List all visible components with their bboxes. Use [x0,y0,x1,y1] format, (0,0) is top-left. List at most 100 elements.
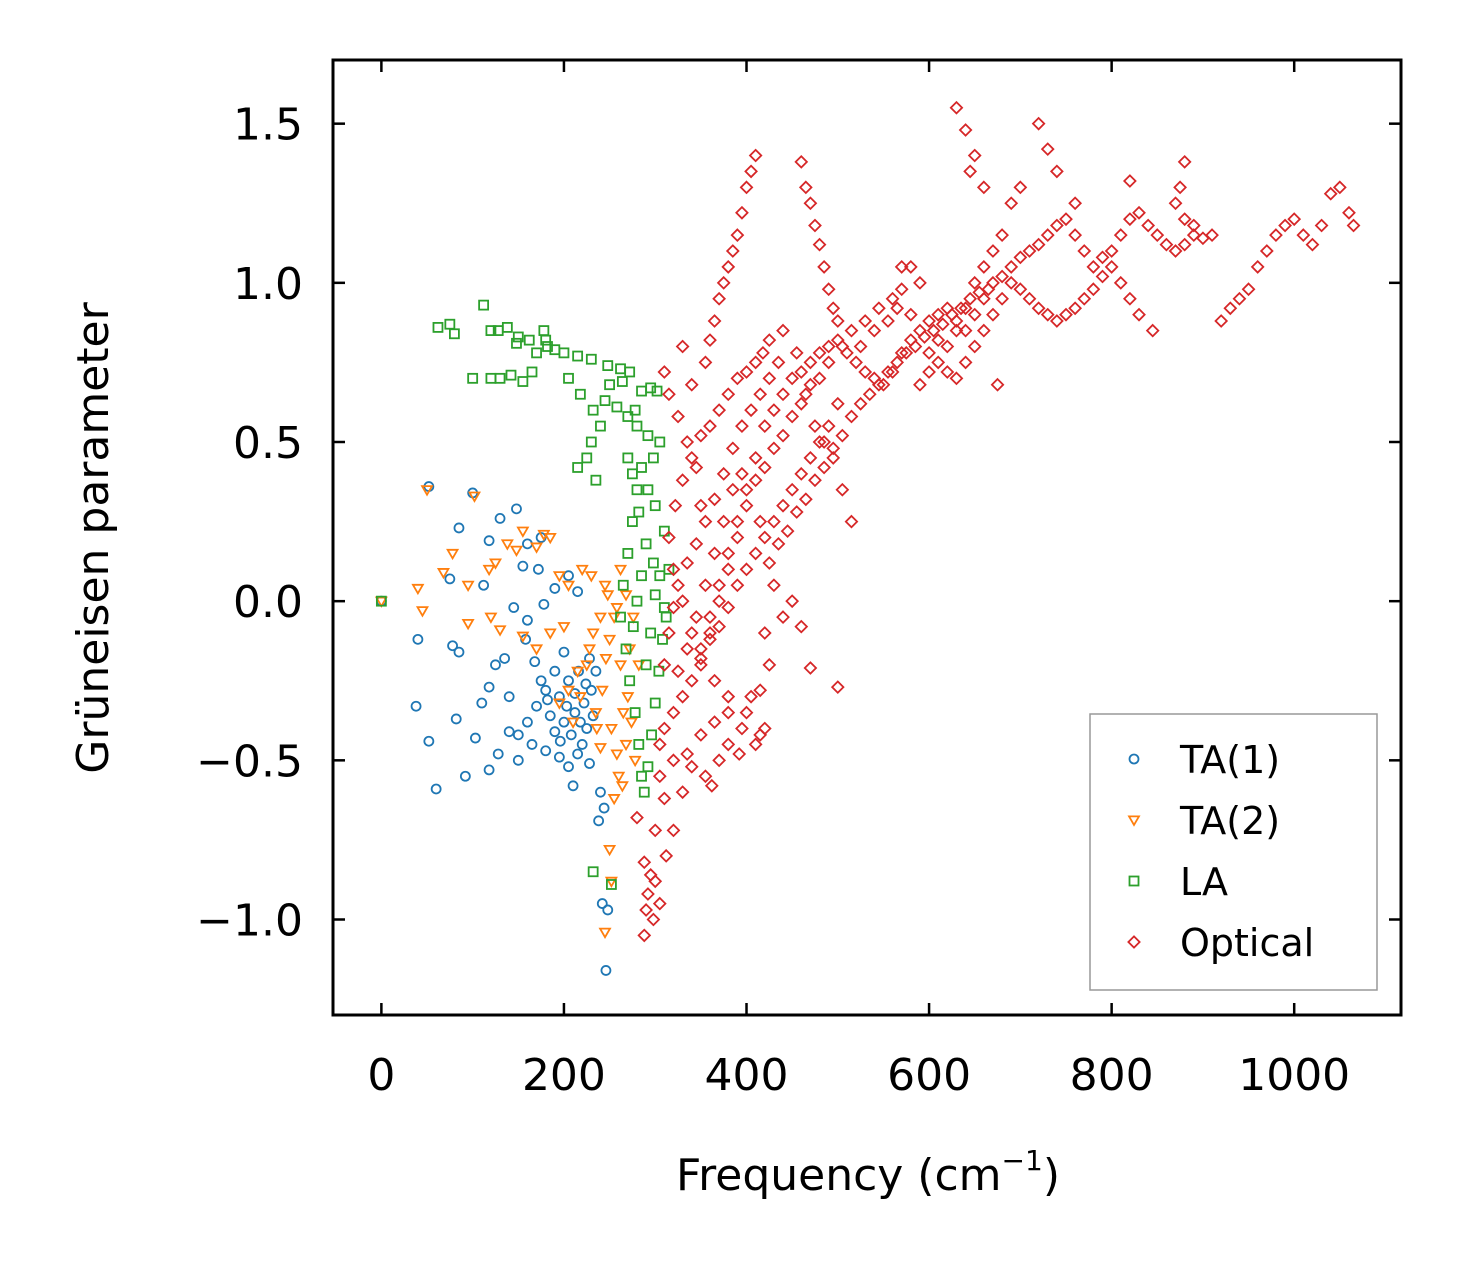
data-point [732,747,747,761]
data-point [558,646,570,658]
data-point [753,387,768,402]
data-point [757,530,772,545]
data-point [531,347,542,359]
y-tick-label: 1.0 [233,259,303,310]
legend-label: TA(1) [1179,738,1280,782]
data-point [476,697,488,709]
series-ta-1 [375,481,614,976]
data-point [599,653,613,666]
data-point [776,610,790,624]
data-point [1049,218,1064,233]
data-point [641,887,655,901]
data-point [712,753,727,768]
data-point [766,514,781,529]
data-point [478,299,490,311]
data-point [684,377,699,392]
data-point [798,492,813,507]
data-point [739,705,754,720]
data-point [640,659,652,671]
data-point [1186,228,1201,242]
data-point [1141,218,1156,233]
data-point [459,770,471,782]
data-point [954,301,968,316]
data-point [693,651,708,666]
data-point [561,580,576,592]
data-point [663,563,675,575]
data-point [1059,212,1073,227]
data-point [453,522,465,534]
data-point [619,739,633,752]
data-point [412,633,424,645]
data-point [830,314,845,328]
data-point [523,334,535,346]
data-point [607,794,621,806]
data-point [881,314,895,328]
data-point [812,371,827,386]
data-point [821,339,836,354]
data-point [578,697,590,709]
data-point [744,689,758,704]
data-point [482,564,496,577]
data-point [890,301,905,316]
data-point [584,758,595,769]
data-point [1113,228,1128,242]
x-axis-label-superscript: −1 [1002,1144,1043,1177]
data-point [684,626,699,640]
data-point [432,321,444,333]
data-point [707,673,722,688]
data-point [614,564,628,577]
data-point [662,387,676,402]
data-point [908,339,923,354]
data-point [803,196,818,211]
data-point [981,282,996,297]
data-point [990,377,1005,392]
data-point [1086,260,1101,274]
data-point [638,786,650,798]
data-point [789,345,804,360]
data-point [450,713,462,725]
data-point [581,452,593,464]
data-point [803,451,818,465]
legend-label: LA [1180,860,1228,904]
data-point [631,595,643,607]
x-axis-label-text: Frequency (cm [676,1150,1002,1201]
data-point [552,698,566,710]
data-point [430,783,442,795]
data-point [598,580,612,592]
data-point [762,556,777,570]
data-point [721,705,736,720]
data-point [903,307,918,322]
data-point [1049,164,1064,179]
data-point [611,401,623,413]
data-point [735,205,749,220]
data-point [631,484,643,496]
data-point [725,441,740,456]
data-point [484,612,498,624]
data-point [571,666,585,678]
data-point [894,260,909,274]
data-point [739,562,754,577]
data-point [853,339,868,354]
data-point [830,680,845,695]
data-point [849,355,863,370]
legend-item: Optical [1127,921,1314,965]
y-tick-label: 0.5 [233,418,303,469]
data-point [1095,250,1110,265]
data-point [995,269,1009,284]
data-point [1068,301,1083,316]
data-point [636,570,647,582]
data-point [543,533,557,545]
data-point [1013,250,1028,265]
data-point [645,627,657,639]
data-point [680,747,695,761]
data-point [748,546,763,561]
data-point [940,339,955,354]
data-point [739,365,754,379]
data-point [573,692,587,704]
data-point [885,291,900,306]
data-point [844,514,859,529]
data-point [853,396,868,411]
data-point [821,282,836,297]
data-point [1113,275,1128,290]
